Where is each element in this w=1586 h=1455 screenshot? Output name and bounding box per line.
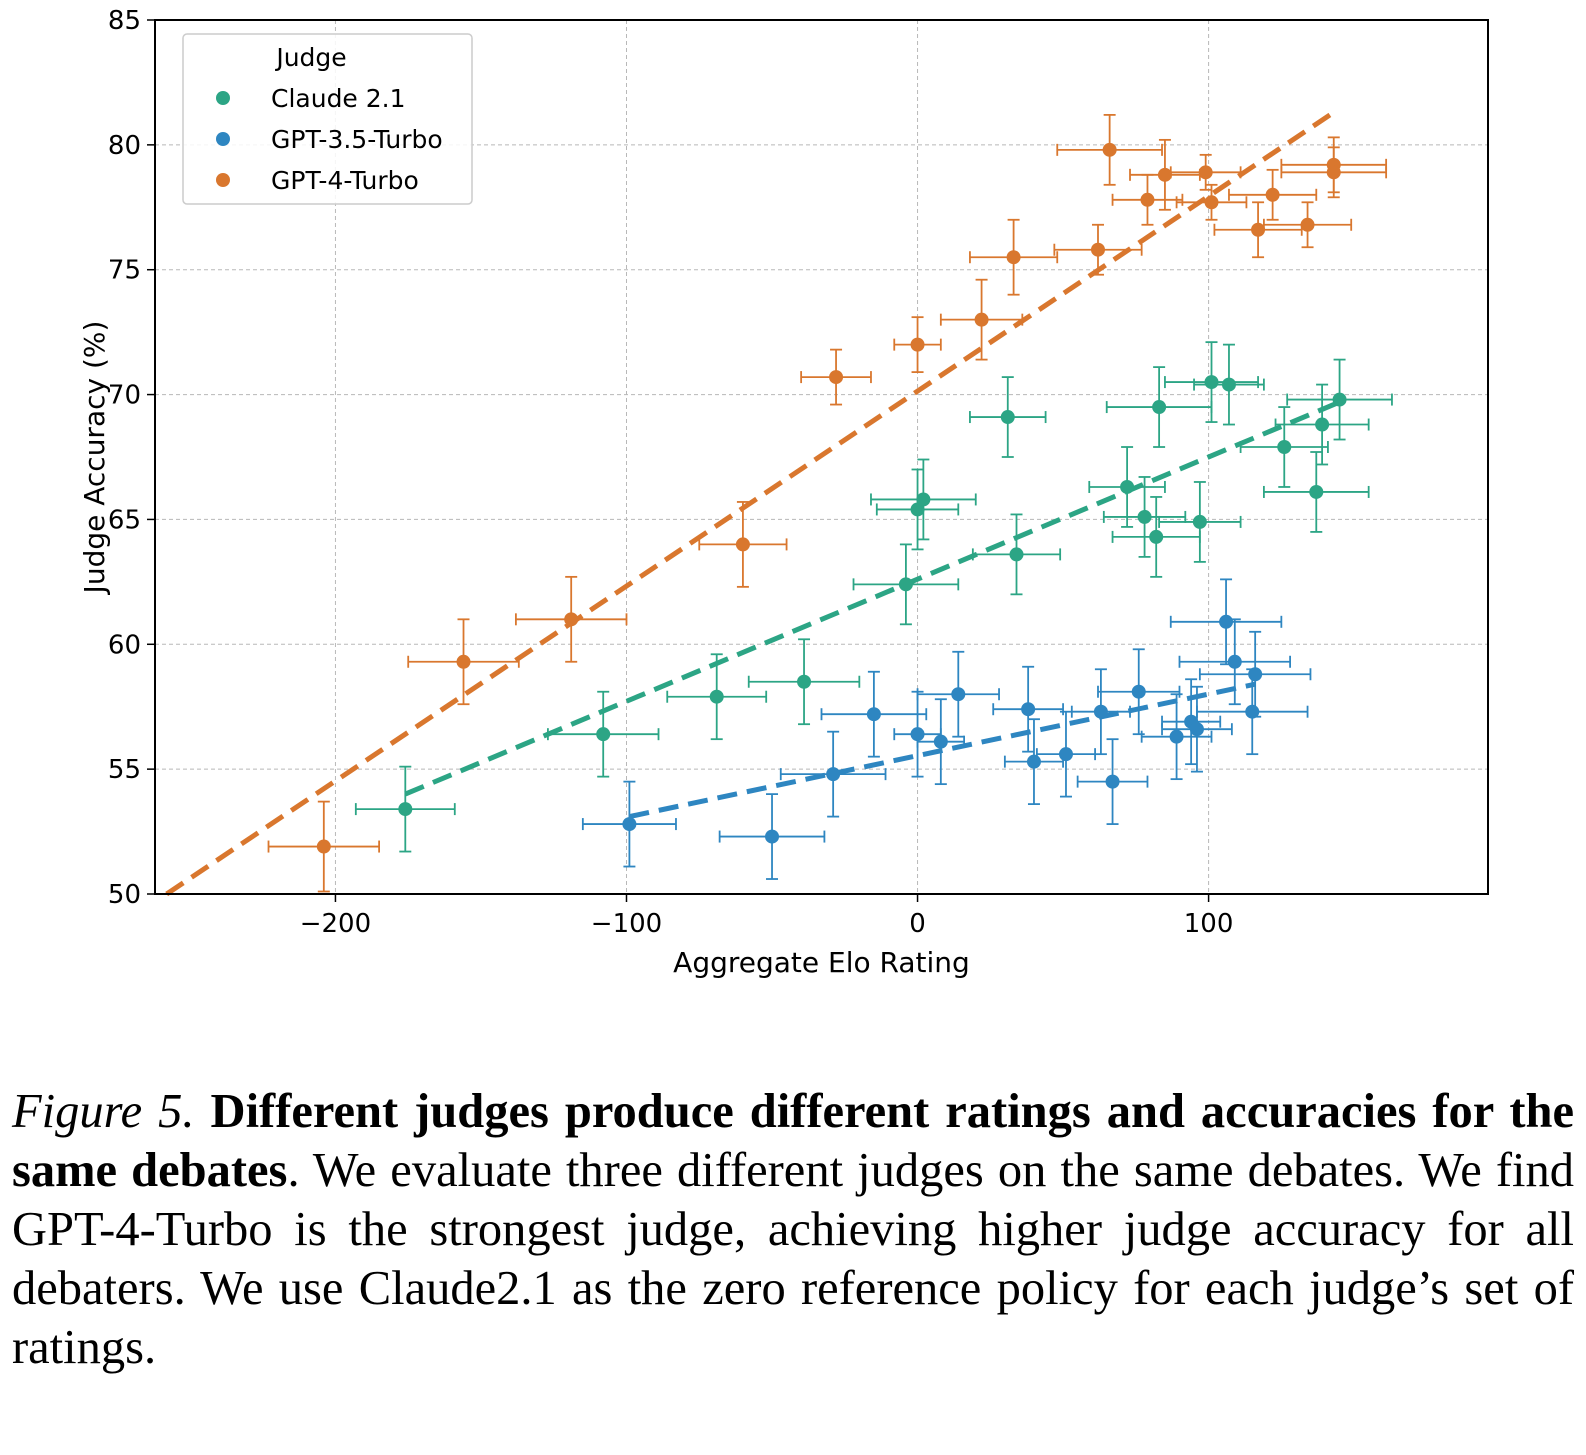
point-claude-2-1: [1192, 514, 1207, 529]
point-gpt-4-turbo: [1140, 192, 1155, 207]
point-gpt-4-turbo: [974, 312, 989, 327]
y-tick-label: 70: [108, 381, 141, 411]
point-claude-2-1: [916, 492, 931, 507]
fit-line-gpt-3-5-turbo: [628, 681, 1256, 820]
data-points: [316, 142, 1347, 854]
point-gpt-3-5-turbo: [1058, 747, 1073, 762]
point-gpt-3-5-turbo: [933, 734, 948, 749]
point-gpt-4-turbo: [829, 370, 844, 385]
point-gpt-3-5-turbo: [765, 829, 780, 844]
point-claude-2-1: [1315, 417, 1330, 432]
y-tick-label: 50: [108, 880, 141, 910]
point-gpt-3-5-turbo: [866, 707, 881, 722]
x-tick-label: −100: [591, 909, 662, 939]
point-gpt-3-5-turbo: [951, 687, 966, 702]
y-tick-label: 85: [108, 6, 141, 36]
point-gpt-4-turbo: [1157, 167, 1172, 182]
point-gpt-4-turbo: [1198, 165, 1213, 180]
figure: −200 −100 0 100 50 55 60 65 70 75 80 85 Aggregate E…: [78, 6, 1489, 979]
point-claude-2-1: [596, 727, 611, 742]
point-claude-2-1: [898, 577, 913, 592]
legend-label-gpt-3-5-turbo: GPT-3.5-Turbo: [271, 125, 443, 154]
point-gpt-4-turbo: [1102, 142, 1117, 157]
error-bar-gpt-4-turbo: [893, 316, 942, 373]
point-gpt-3-5-turbo: [1248, 667, 1263, 682]
error-bar-gpt-4-turbo: [1056, 113, 1163, 186]
point-gpt-3-5-turbo: [826, 767, 841, 782]
point-claude-2-1: [1204, 375, 1219, 390]
point-gpt-3-5-turbo: [1169, 729, 1184, 744]
point-gpt-4-turbo: [1326, 165, 1341, 180]
x-tick-label: 0: [909, 909, 926, 939]
caption-bold-text: Different judges produce different ratin…: [12, 1085, 1575, 1197]
fit-line-claude-2-1: [404, 399, 1341, 797]
point-claude-2-1: [1277, 440, 1292, 455]
legend-marker-claude-2-1: [216, 91, 230, 105]
point-gpt-4-turbo: [1006, 250, 1021, 265]
scatter-chart: −200 −100 0 100 50 55 60 65 70 75 80 85 Aggregate E…: [78, 6, 1489, 979]
point-gpt-4-turbo: [1251, 222, 1266, 237]
point-gpt-3-5-turbo: [622, 817, 637, 832]
y-tick-label: 80: [108, 131, 141, 161]
point-claude-2-1: [1149, 529, 1164, 544]
y-tick-label: 65: [108, 505, 141, 535]
legend-label-gpt-4-turbo: GPT-4-Turbo: [271, 166, 419, 195]
y-tick-label: 60: [108, 630, 141, 660]
legend-title: Judge: [274, 43, 346, 72]
x-tick-label: −200: [300, 909, 371, 939]
point-claude-2-1: [1221, 377, 1236, 392]
legend-label-claude-2-1: Claude 2.1: [271, 84, 406, 113]
point-gpt-3-5-turbo: [1219, 614, 1234, 629]
x-axis-label: Aggregate Elo Rating: [673, 946, 970, 979]
point-gpt-3-5-turbo: [1189, 722, 1204, 737]
point-gpt-3-5-turbo: [1227, 654, 1242, 669]
legend: Judge Claude 2.1 GPT-3.5-Turbo GPT-4-Turbo: [182, 33, 473, 205]
y-axis-label: Judge Accuracy (%): [78, 321, 111, 596]
point-claude-2-1: [1309, 484, 1324, 499]
point-gpt-4-turbo: [1265, 187, 1280, 202]
axis-ticks: −200 −100 0 100 50 55 60 65 70 75 80 85: [108, 6, 1234, 939]
point-gpt-3-5-turbo: [910, 727, 925, 742]
point-gpt-4-turbo: [735, 537, 750, 552]
point-claude-2-1: [1152, 400, 1167, 415]
point-gpt-3-5-turbo: [1105, 774, 1120, 789]
axes-frame: [154, 19, 1489, 895]
legend-items: Claude 2.1 GPT-3.5-Turbo GPT-4-Turbo: [216, 84, 443, 195]
point-gpt-4-turbo: [316, 839, 331, 854]
point-gpt-3-5-turbo: [1021, 702, 1036, 717]
point-claude-2-1: [1137, 509, 1152, 524]
y-tick-label: 75: [108, 256, 141, 286]
point-gpt-4-turbo: [1300, 217, 1315, 232]
point-gpt-3-5-turbo: [1026, 754, 1041, 769]
point-gpt-4-turbo: [1090, 242, 1105, 257]
point-claude-2-1: [1120, 479, 1135, 494]
x-tick-label: 100: [1184, 909, 1234, 939]
point-gpt-3-5-turbo: [1093, 704, 1108, 719]
point-gpt-4-turbo: [456, 654, 471, 669]
point-claude-2-1: [1332, 392, 1347, 407]
point-gpt-3-5-turbo: [1245, 704, 1260, 719]
y-tick-label: 55: [108, 755, 141, 785]
legend-box: [182, 33, 473, 205]
point-gpt-4-turbo: [564, 612, 579, 627]
point-gpt-4-turbo: [910, 337, 925, 352]
point-gpt-3-5-turbo: [1131, 684, 1146, 699]
caption-body-text: . We evaluate three different judges on …: [12, 1144, 1574, 1374]
figure-caption: Figure 5. Different judges produce diffe…: [12, 1082, 1574, 1377]
point-claude-2-1: [1009, 547, 1024, 562]
caption-label: Figure 5.: [12, 1085, 195, 1138]
point-gpt-4-turbo: [1204, 195, 1219, 210]
point-claude-2-1: [1000, 410, 1015, 425]
point-claude-2-1: [398, 802, 413, 817]
fit-lines: [165, 110, 1341, 897]
legend-marker-gpt-3-5-turbo: [216, 132, 230, 146]
legend-marker-gpt-4-turbo: [216, 173, 230, 187]
point-claude-2-1: [797, 674, 812, 689]
fit-line-gpt-4-turbo: [165, 110, 1336, 897]
point-claude-2-1: [709, 689, 724, 704]
